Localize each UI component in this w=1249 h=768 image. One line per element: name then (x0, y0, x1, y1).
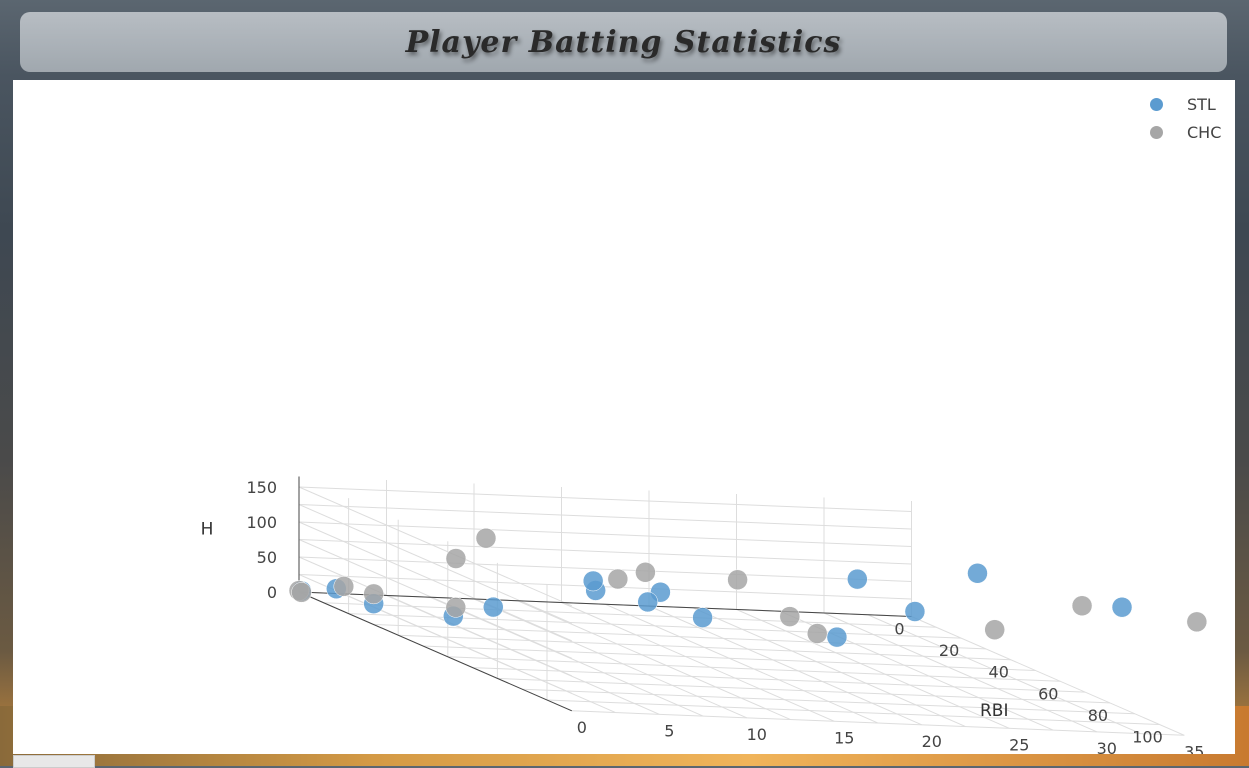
grid-line (736, 609, 1010, 729)
grid-line (298, 539, 912, 565)
grid-line (867, 614, 1141, 735)
grid-line (298, 521, 572, 642)
rbi-tick-label: 80 (1088, 706, 1108, 725)
data-point-chc[interactable] (1071, 595, 1093, 617)
data-point-chc[interactable] (607, 568, 629, 590)
h-tick-label: 100 (246, 513, 277, 532)
grid-line (473, 598, 747, 719)
rbi-tick-label: 0 (894, 620, 904, 639)
legend-label-stl: STL (1187, 94, 1216, 114)
legend: STL CHC (1149, 90, 1233, 146)
h-tick-label: 150 (246, 478, 277, 497)
grid-line (517, 600, 791, 721)
grid-line (571, 710, 1185, 736)
data-point-stl[interactable] (692, 607, 713, 628)
hr-tick-label: 10 (747, 725, 767, 744)
bottom-tab[interactable] (13, 755, 95, 768)
legend-marker-chc (1150, 125, 1163, 139)
grid-line (298, 486, 572, 607)
data-point-chc[interactable] (635, 562, 656, 583)
chart-panel[interactable]: 05101520253035020406080100050100150HRRBI… (13, 80, 1235, 754)
h-tick-label: 50 (257, 548, 277, 567)
hr-tick-label: 30 (1097, 739, 1117, 754)
title-bar: Player Batting Statistics (20, 12, 1227, 72)
hr-tick-label: 25 (1009, 735, 1029, 754)
grid-line (648, 605, 922, 726)
data-point-chc[interactable] (445, 597, 467, 618)
grid-line (911, 616, 1185, 736)
rbi-tick-label: 60 (1038, 684, 1058, 703)
h-tick-label: 0 (267, 583, 277, 602)
data-point-stl[interactable] (1111, 596, 1133, 618)
page-title: Player Batting Statistics (405, 24, 842, 60)
rbi-tick-label: 100 (1132, 728, 1163, 747)
h-axis-title: H (201, 519, 214, 539)
legend-item-stl[interactable]: STL (1149, 90, 1233, 118)
data-point-stl[interactable] (847, 568, 868, 590)
data-point-stl[interactable] (904, 601, 926, 622)
data-point-stl[interactable] (967, 563, 988, 584)
data-point-chc[interactable] (333, 576, 355, 597)
hr-tick-label: 20 (922, 732, 942, 751)
hr-tick-label: 5 (664, 721, 674, 740)
grid-line (298, 504, 912, 530)
legend-item-chc[interactable]: CHC (1149, 118, 1233, 146)
hr-tick-label: 35 (1184, 742, 1204, 754)
data-point-chc[interactable] (291, 582, 312, 603)
data-point-chc[interactable] (445, 548, 467, 569)
legend-label-chc: CHC (1187, 122, 1222, 142)
rbi-axis-title: RBI (980, 701, 1009, 721)
grid-line (298, 556, 912, 582)
grid-line (430, 596, 704, 717)
data-point-stl[interactable] (582, 570, 604, 592)
data-point-chc[interactable] (363, 583, 384, 605)
grid-line (298, 486, 912, 512)
data-point-chc[interactable] (1186, 611, 1208, 633)
grid-line (692, 607, 966, 728)
data-point-stl[interactable] (637, 591, 658, 613)
data-point-chc[interactable] (984, 619, 1005, 640)
grid-line (605, 603, 879, 724)
hr-axis-line (298, 591, 912, 617)
data-point-stl[interactable] (483, 596, 504, 618)
legend-marker-stl (1150, 97, 1163, 111)
data-point-chc[interactable] (475, 527, 497, 549)
data-point-chc[interactable] (727, 569, 748, 591)
data-point-chc[interactable] (779, 606, 801, 627)
grid-line (298, 539, 572, 659)
rbi-tick-label: 20 (939, 641, 959, 660)
hr-tick-label: 15 (834, 728, 854, 747)
grid-line (298, 574, 912, 600)
grid-line (298, 556, 572, 677)
grid-line (298, 504, 572, 624)
grid-line (561, 602, 835, 722)
grid-line (823, 612, 1097, 733)
rbi-axis-line (298, 591, 572, 712)
data-point-chc[interactable] (806, 623, 828, 644)
hr-tick-label: 0 (577, 718, 587, 737)
scatter3d-chart[interactable]: 05101520253035020406080100050100150HRRBI… (13, 80, 1235, 754)
rbi-tick-label: 40 (989, 663, 1009, 682)
grid-line (298, 521, 912, 547)
data-point-stl[interactable] (826, 626, 848, 648)
